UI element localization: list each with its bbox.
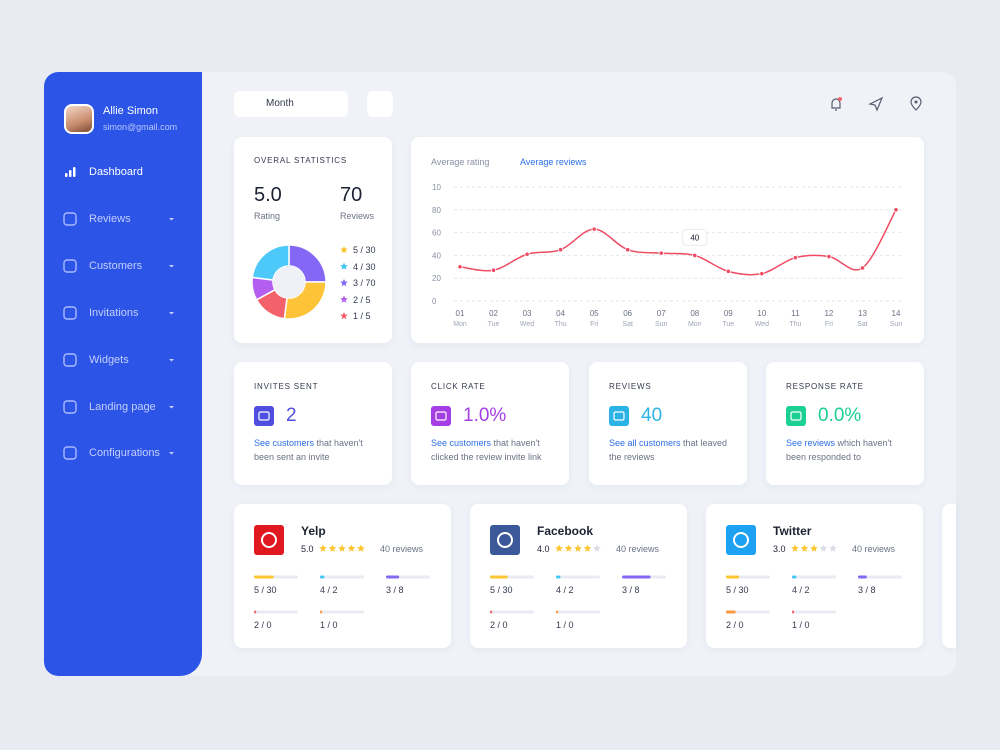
period-dropdown[interactable] [234,91,348,117]
bar-label: 4 / 2 [320,585,338,595]
nav-item[interactable]: Landing page [89,401,156,413]
stat-text: that haven't been sent an invite [254,438,363,462]
user-name: Allie Simon [103,105,159,117]
bar-label: 2 / 0 [726,620,744,630]
platform-rating: 5.0 [301,544,314,554]
reviews-label: Reviews [340,211,375,221]
filter-button[interactable] [367,91,393,117]
card-title: OVERAL STATISTICS [254,156,348,165]
bar-label: 4 / 2 [556,585,574,595]
stat-link[interactable]: See reviews [786,438,836,448]
bar-label: 1 / 0 [792,620,810,630]
chart-tab[interactable]: Average rating [431,157,490,167]
bar-label: 1 / 0 [320,620,338,630]
stat-title: INVITES SENT [254,382,319,391]
platform-rating: 4.0 [537,544,550,554]
platform-reviews: 40 reviews [380,544,424,554]
platform-name: Yelp [301,524,326,538]
nav-item[interactable]: Configurations [89,447,160,459]
platform-name: Twitter [773,524,812,538]
bar-label: 3 / 8 [858,585,876,595]
bar-label: 3 / 8 [386,585,404,595]
breakdown-label: 3 / 70 [353,278,376,288]
breakdown-label: 4 / 30 [353,261,376,272]
nav-item[interactable]: Invitations [89,307,139,319]
bar-label: 5 / 30 [726,585,749,595]
stat-value: 2 [286,405,297,426]
stat-description: See customers that haven't clicked the r… [431,436,553,464]
stat-link[interactable]: See customers [431,438,492,448]
stat-description: See reviews which haven't been responded… [786,436,908,464]
bar-label: 3 / 8 [622,585,640,595]
nav-item[interactable]: Reviews [89,213,131,225]
stat-title: REVIEWS [609,382,652,391]
breakdown-label: 1 / 5 [353,311,371,321]
stat-value: 1.0% [463,405,507,426]
rating-value: 5.0 [254,184,282,206]
bar-label: 1 / 0 [556,620,574,630]
period-label: Month [266,98,294,109]
stat-description: See customers that haven't been sent an … [254,436,376,464]
user-email: simon@gmail.com [103,122,178,132]
stat-title: CLICK RATE [431,382,486,391]
platform-card-partial [942,504,956,648]
avatar [64,104,94,134]
bar-label: 5 / 30 [490,585,513,595]
stat-title: RESPONSE RATE [786,382,864,391]
bar-label: 5 / 30 [254,585,277,595]
stat-value: 0.0% [818,405,862,426]
platform-reviews: 40 reviews [852,544,896,554]
stat-text: which haven't been responded to [786,438,892,462]
chart-tab-active[interactable]: Average reviews [520,157,587,167]
stat-description: See all customers that leaved the review… [609,436,731,464]
breakdown-label: 2 / 5 [353,294,371,305]
stat-link[interactable]: See all customers [609,438,681,448]
platform-name: Facebook [537,524,594,538]
bar-label: 2 / 0 [490,620,508,630]
stat-text: that haven't clicked the review invite l… [431,438,542,462]
sidebar [44,72,202,676]
breakdown-label: 5 / 30 [353,245,376,255]
stat-value: 40 [641,405,663,426]
platform-rating: 3.0 [773,544,786,554]
platform-reviews: 40 reviews [616,544,660,554]
bar-label: 2 / 0 [254,620,272,630]
nav-item[interactable]: Dashboard [89,166,143,178]
nav-item[interactable]: Widgets [89,354,129,366]
bar-label: 4 / 2 [792,585,810,595]
reviews-value: 70 [340,184,363,206]
stat-link[interactable]: See customers [254,438,315,448]
rating-label: Rating [254,211,281,221]
nav-item[interactable]: Customers [89,260,143,272]
stat-text: that leaved the reviews [609,438,728,462]
